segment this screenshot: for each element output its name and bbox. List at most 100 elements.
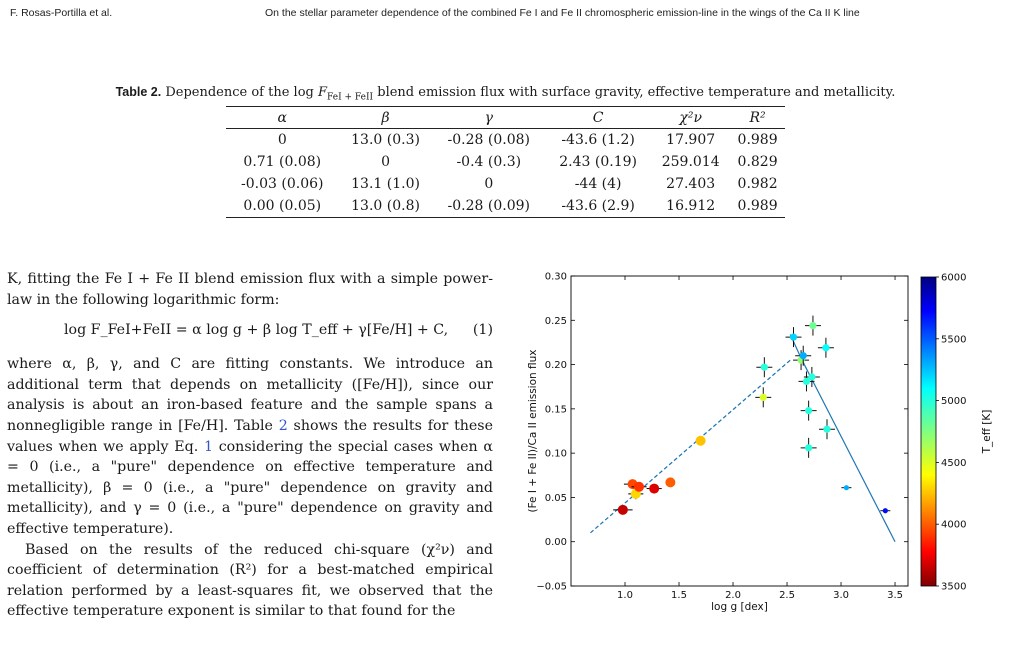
fit-line-solid [789, 334, 896, 542]
equation-ref-link[interactable]: 1 [203, 438, 213, 455]
paragraph: where α, β, γ, and C are fitting constan… [7, 354, 493, 539]
table-header-row: α β γ C χ²ν R² [226, 106, 785, 129]
data-point [802, 377, 811, 385]
table-cell: 0 [484, 176, 494, 192]
table-cell: -0.28 (0.09) [447, 198, 530, 214]
figure: 1.0 1.5 2.0 2.5 3.0 3.5 −0.05 0.00 0.05 0.10 0.15 0… [520, 265, 1011, 625]
y-tick-label: 0.00 [545, 537, 567, 548]
table-ref-link[interactable]: 2 [278, 417, 288, 434]
y-tick-label: 0.30 [545, 272, 567, 283]
data-point [695, 435, 706, 446]
colorbar: 3500 4000 4500 5000 5500 6000 T_eff [K] [920, 273, 993, 593]
equation: log F_FeI+FeII = α log g + β log T_eff +… [7, 320, 493, 344]
table-row: 0 13.0 (0.3) -0.28 (0.08) -43.6 (1.2) 17… [226, 129, 785, 152]
x-tick-label: 1.0 [617, 590, 633, 601]
equation-number: (1) [472, 322, 493, 339]
body-text: K, fitting the Fe I + Fe II blend emissi… [7, 269, 493, 622]
table-cell: 259.014 [661, 154, 720, 170]
plot-frame [570, 275, 909, 587]
table-caption-flux: F [318, 85, 328, 100]
table-cell: -0.03 (0.06) [241, 176, 324, 192]
header-chi2: χ²ν [679, 109, 702, 126]
x-axis-label: log g [dex] [711, 601, 768, 613]
data-point [760, 363, 768, 371]
y-tick-label: 0.20 [545, 360, 567, 371]
results-table: α β γ C χ²ν R² 0 13.0 (0.3) -0.28 (0.08)… [226, 106, 785, 218]
equation-expression: log F_FeI+FeII = α log g + β log T_eff +… [64, 322, 449, 339]
colorbar-tick-label: 6000 [941, 273, 966, 284]
data-point [822, 344, 830, 352]
table-cell: 0.989 [737, 132, 778, 148]
fit-line-dashed [590, 358, 792, 534]
data-point [805, 444, 813, 452]
table-caption-pre: Dependence of the log [165, 85, 318, 100]
paragraph-text: considering the special cases when α = 0… [7, 438, 494, 537]
paragraph: Based on the results of the reduced chi-… [7, 541, 493, 620]
running-head-authors: F. Rosas-Portilla et al. [10, 7, 113, 19]
table-label: Table 2. [115, 85, 162, 99]
table-cell: 16.912 [666, 198, 716, 214]
running-head: F. Rosas-Portilla et al. On the stellar … [10, 7, 1003, 21]
data-marks [613, 315, 891, 515]
table-caption: Table 2. Dependence of the log FFeI + Fe… [0, 85, 1011, 103]
data-point [843, 485, 850, 491]
table-caption-sub: FeI + FeII [327, 92, 374, 103]
y-tick-label: 0.25 [545, 316, 567, 327]
table-cell: 27.403 [666, 176, 716, 192]
colorbar-tick-label: 5000 [941, 396, 966, 407]
paragraph-text: shows the results for these values when … [7, 417, 493, 455]
table-cell: 13.1 (1.0) [351, 176, 420, 192]
table-cell: -0.4 (0.3) [456, 154, 522, 170]
data-point [882, 508, 888, 514]
data-point [799, 352, 807, 360]
colorbar-tick-label: 4000 [941, 520, 966, 531]
table-caption-post: blend emission flux with surface gravity… [373, 85, 896, 100]
scatter-chart: 1.0 1.5 2.0 2.5 3.0 3.5 −0.05 0.00 0.05 0.10 0.15 0… [527, 272, 993, 614]
table-cell: 0.71 (0.08) [243, 154, 322, 170]
table-cell: 17.907 [666, 132, 716, 148]
data-point [634, 481, 645, 492]
colorbar-tick-label: 5500 [941, 334, 966, 345]
table-cell: -0.28 (0.08) [447, 132, 530, 148]
table-cell: 13.0 (0.8) [351, 198, 420, 214]
table-cell: 13.0 (0.3) [351, 132, 420, 148]
table-cell: 2.43 (0.19) [559, 154, 637, 170]
data-point [808, 373, 816, 381]
table-cell: 0.829 [737, 154, 778, 170]
data-point [823, 425, 831, 433]
data-point [665, 477, 676, 488]
x-tick-label: 3.0 [833, 590, 849, 601]
header-c: C [592, 109, 604, 126]
paragraph-text: where α, β, γ, and C are fitting constan… [7, 356, 493, 434]
header-r2: R² [749, 109, 766, 126]
header-beta: β [381, 109, 390, 126]
table-cell: 0 [277, 132, 287, 148]
data-point [759, 393, 767, 401]
table-row: 0.00 (0.05) 13.0 (0.8) -0.28 (0.09) -43.… [226, 195, 785, 218]
data-point [789, 333, 798, 341]
table-cell: -43.6 (2.9) [561, 198, 635, 214]
colorbar-tick-label: 4500 [941, 458, 966, 469]
x-tick-label: 3.5 [887, 590, 903, 601]
colorbar-tick-label: 3500 [941, 582, 966, 593]
running-head-title: On the stellar parameter dependence of t… [265, 7, 860, 19]
x-tick-label: 1.5 [671, 590, 687, 601]
paragraph: K, fitting the Fe I + Fe II blend emissi… [7, 271, 493, 308]
y-tick-label: −0.05 [536, 582, 567, 593]
header-gamma: γ [484, 109, 493, 126]
colorbar-label: T_eff [K] [981, 410, 993, 455]
data-point [809, 322, 817, 330]
header-alpha: α [277, 109, 288, 126]
y-axis-label: (Fe I + Fe II)/Ca II emission flux [527, 349, 539, 512]
table-cell: 0.989 [737, 198, 778, 214]
data-point [805, 407, 813, 415]
fit-lines [590, 334, 896, 542]
x-tick-label: 2.5 [779, 590, 795, 601]
table-cell: -43.6 (1.2) [561, 132, 635, 148]
y-tick-label: 0.05 [545, 493, 567, 504]
y-tick-label: 0.15 [545, 404, 567, 415]
x-tick-label: 2.0 [725, 590, 741, 601]
table-cell: -44 (4) [574, 176, 622, 192]
table-row: -0.03 (0.06) 13.1 (1.0) 0 -44 (4) 27.403… [226, 173, 785, 195]
colorbar-gradient [920, 276, 937, 587]
